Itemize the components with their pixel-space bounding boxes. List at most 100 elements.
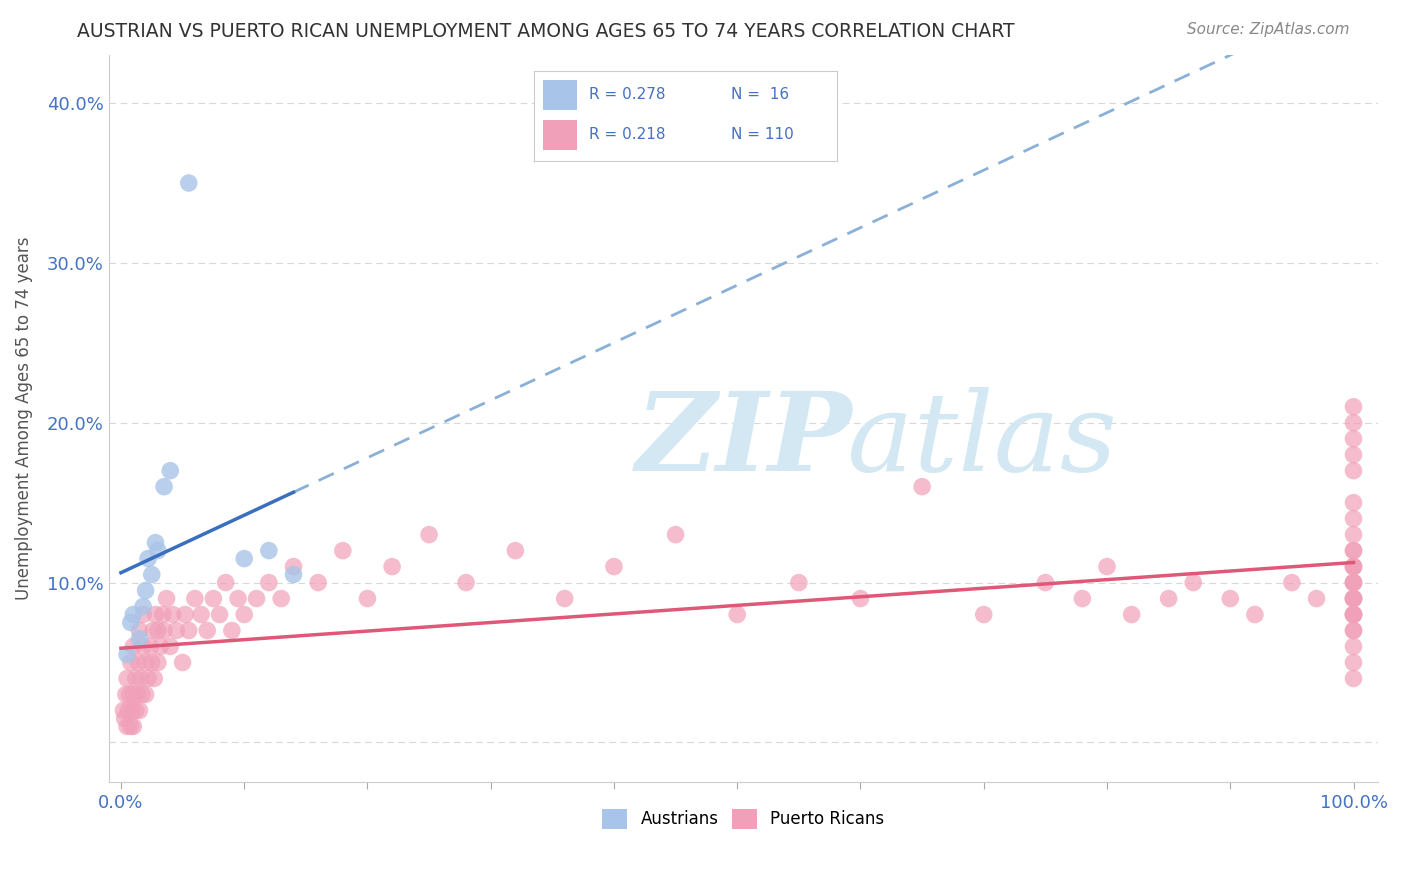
- Point: [1343, 416, 1365, 430]
- Point: [1305, 591, 1327, 606]
- Point: [184, 591, 207, 606]
- Point: [135, 583, 157, 598]
- Point: [135, 688, 157, 702]
- Point: [125, 688, 148, 702]
- Point: [381, 559, 404, 574]
- Point: [215, 575, 238, 590]
- Point: [1244, 607, 1267, 622]
- Point: [159, 464, 181, 478]
- Point: [1343, 672, 1365, 686]
- Point: [177, 624, 200, 638]
- Point: [122, 688, 145, 702]
- Point: [1343, 559, 1365, 574]
- Point: [1343, 575, 1365, 590]
- Point: [1071, 591, 1094, 606]
- Point: [143, 672, 166, 686]
- Point: [172, 656, 194, 670]
- Point: [505, 543, 527, 558]
- Point: [120, 656, 142, 670]
- Point: [1343, 559, 1365, 574]
- Point: [132, 599, 155, 614]
- Point: [208, 607, 231, 622]
- Point: [153, 624, 176, 638]
- Point: [233, 607, 256, 622]
- Point: [132, 607, 155, 622]
- Point: [1343, 511, 1365, 525]
- Point: [1095, 559, 1118, 574]
- Point: [145, 535, 167, 549]
- Point: [973, 607, 995, 622]
- Text: N = 110: N = 110: [731, 128, 793, 142]
- Text: atlas: atlas: [636, 387, 1118, 494]
- Point: [1343, 607, 1365, 622]
- Point: [418, 527, 440, 541]
- Point: [1343, 591, 1365, 606]
- Point: [146, 543, 169, 558]
- Point: [132, 640, 155, 654]
- Point: [1035, 575, 1057, 590]
- Point: [136, 672, 159, 686]
- Point: [114, 711, 136, 725]
- Point: [136, 551, 159, 566]
- Point: [1219, 591, 1241, 606]
- Point: [221, 624, 243, 638]
- Point: [112, 703, 135, 717]
- Point: [1343, 591, 1365, 606]
- Point: [911, 480, 934, 494]
- Point: [165, 624, 187, 638]
- Point: [1343, 575, 1365, 590]
- Point: [1343, 543, 1365, 558]
- Text: R = 0.278: R = 0.278: [589, 87, 665, 102]
- Point: [1343, 527, 1365, 541]
- Point: [125, 672, 148, 686]
- Point: [226, 591, 249, 606]
- Point: [665, 527, 688, 541]
- Point: [128, 703, 150, 717]
- Point: [1343, 607, 1365, 622]
- Point: [142, 624, 165, 638]
- Point: [139, 640, 162, 654]
- Point: [1343, 640, 1365, 654]
- Point: [120, 719, 142, 733]
- Point: [122, 607, 145, 622]
- Point: [307, 575, 329, 590]
- Point: [1157, 591, 1180, 606]
- Point: [725, 607, 748, 622]
- Point: [149, 640, 172, 654]
- Point: [146, 624, 169, 638]
- Point: [332, 543, 354, 558]
- Point: [115, 719, 138, 733]
- Point: [117, 703, 139, 717]
- Point: [270, 591, 292, 606]
- Point: [233, 551, 256, 566]
- Point: [115, 648, 138, 662]
- Point: [115, 672, 138, 686]
- Point: [146, 656, 169, 670]
- Point: [1121, 607, 1143, 622]
- Point: [162, 607, 184, 622]
- Point: [603, 559, 626, 574]
- Text: AUSTRIAN VS PUERTO RICAN UNEMPLOYMENT AMONG AGES 65 TO 74 YEARS CORRELATION CHAR: AUSTRIAN VS PUERTO RICAN UNEMPLOYMENT AM…: [77, 22, 1015, 41]
- Point: [283, 567, 305, 582]
- Point: [1343, 624, 1365, 638]
- Point: [141, 567, 163, 582]
- Point: [122, 719, 145, 733]
- Point: [118, 688, 141, 702]
- Point: [115, 688, 138, 702]
- Point: [245, 591, 267, 606]
- Point: [1343, 559, 1365, 574]
- Point: [141, 656, 163, 670]
- Point: [787, 575, 810, 590]
- Point: [177, 176, 200, 190]
- Point: [155, 591, 177, 606]
- Point: [127, 656, 149, 670]
- Point: [153, 480, 176, 494]
- Point: [121, 703, 143, 717]
- Point: [122, 640, 145, 654]
- Point: [190, 607, 212, 622]
- Point: [125, 703, 148, 717]
- Point: [1343, 496, 1365, 510]
- Point: [257, 543, 280, 558]
- Point: [1343, 624, 1365, 638]
- Point: [129, 672, 152, 686]
